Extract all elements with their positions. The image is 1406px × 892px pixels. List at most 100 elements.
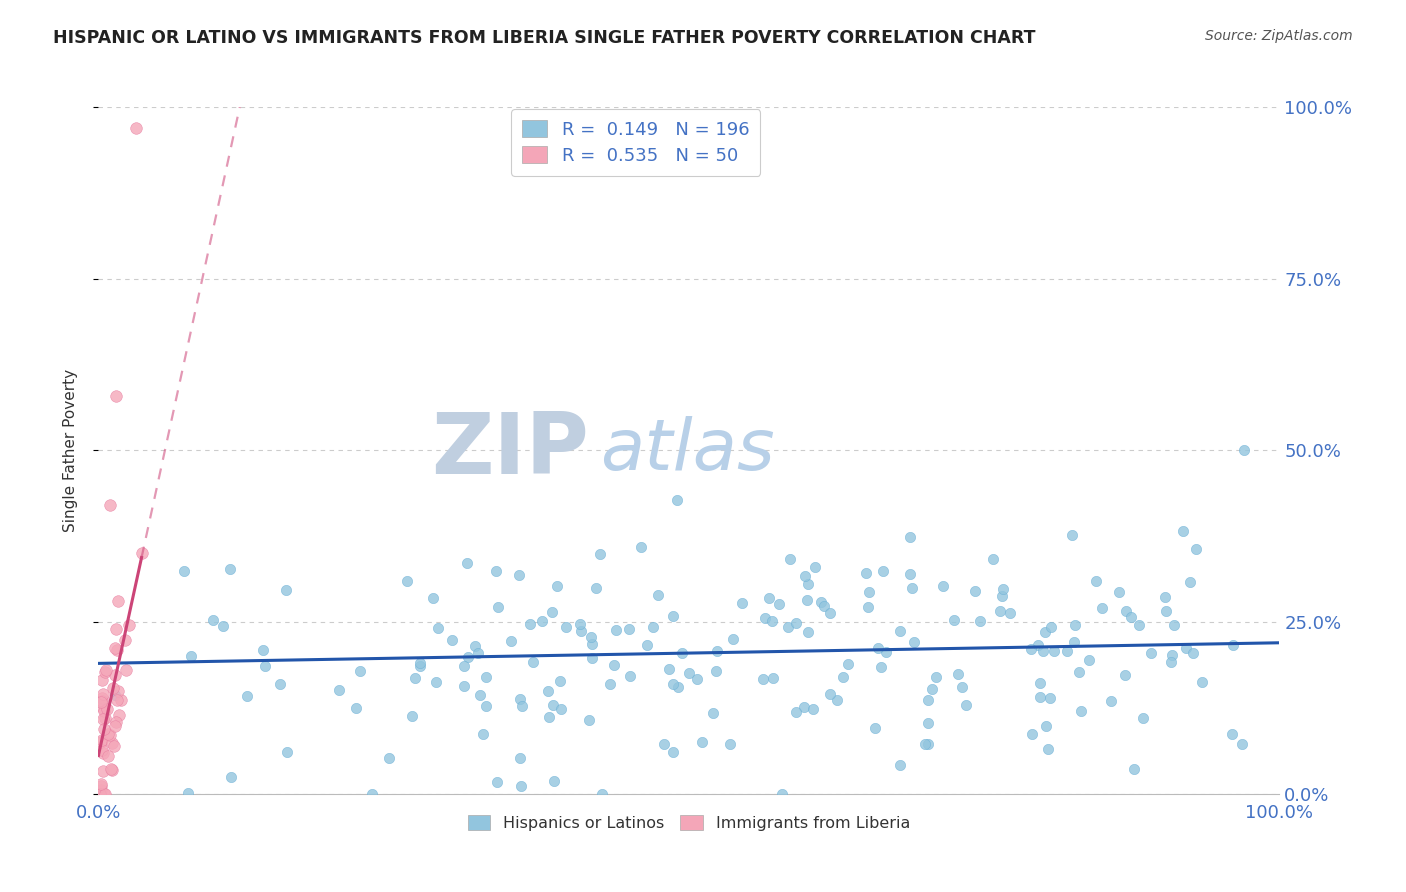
Point bbox=[104, 667, 127, 681]
Point bbox=[104, 714, 127, 729]
Point bbox=[981, 551, 1004, 566]
Point bbox=[865, 721, 887, 735]
Point bbox=[103, 688, 125, 702]
Point bbox=[219, 770, 242, 784]
Point bbox=[105, 693, 128, 707]
Point bbox=[360, 787, 382, 801]
Point bbox=[93, 722, 115, 736]
Point bbox=[519, 617, 541, 632]
Point bbox=[105, 622, 128, 636]
Point bbox=[578, 713, 600, 727]
Point bbox=[103, 739, 125, 753]
Point bbox=[1156, 604, 1178, 618]
Point bbox=[1078, 653, 1101, 667]
Point bbox=[1163, 618, 1185, 632]
Point bbox=[378, 750, 401, 764]
Point bbox=[104, 640, 127, 655]
Point bbox=[1115, 604, 1137, 618]
Point bbox=[1132, 711, 1154, 725]
Point bbox=[91, 673, 114, 688]
Point bbox=[903, 635, 925, 649]
Point bbox=[404, 671, 426, 685]
Point bbox=[1091, 600, 1114, 615]
Point bbox=[91, 700, 114, 714]
Y-axis label: Single Father Poverty: Single Father Poverty bbox=[63, 369, 77, 532]
Point bbox=[1121, 610, 1143, 624]
Text: ZIP: ZIP bbox=[430, 409, 589, 492]
Point bbox=[1114, 668, 1136, 682]
Point bbox=[94, 665, 117, 679]
Point bbox=[427, 622, 450, 636]
Point bbox=[94, 663, 117, 677]
Point bbox=[97, 748, 120, 763]
Point bbox=[793, 699, 815, 714]
Point bbox=[1056, 644, 1078, 658]
Point bbox=[591, 787, 613, 801]
Point bbox=[785, 706, 807, 720]
Text: Source: ZipAtlas.com: Source: ZipAtlas.com bbox=[1205, 29, 1353, 43]
Point bbox=[509, 692, 531, 706]
Point bbox=[1063, 635, 1085, 649]
Point bbox=[425, 675, 447, 690]
Point bbox=[457, 649, 479, 664]
Point bbox=[1032, 643, 1054, 657]
Point bbox=[408, 658, 430, 673]
Point bbox=[991, 582, 1014, 597]
Point bbox=[93, 787, 115, 801]
Point bbox=[661, 676, 683, 690]
Point bbox=[668, 680, 690, 694]
Point bbox=[1067, 665, 1090, 679]
Point bbox=[530, 614, 553, 628]
Point bbox=[105, 388, 128, 402]
Point bbox=[752, 672, 775, 686]
Point bbox=[721, 632, 744, 646]
Point bbox=[661, 609, 683, 624]
Point bbox=[813, 599, 835, 613]
Point bbox=[955, 698, 977, 713]
Point bbox=[218, 562, 240, 576]
Point bbox=[485, 774, 508, 789]
Point bbox=[499, 634, 522, 648]
Point bbox=[1123, 762, 1146, 776]
Point bbox=[97, 727, 120, 741]
Point bbox=[453, 679, 475, 693]
Point bbox=[969, 614, 991, 628]
Point bbox=[630, 540, 652, 554]
Point bbox=[475, 670, 498, 684]
Point bbox=[818, 606, 841, 620]
Point bbox=[522, 655, 544, 669]
Point bbox=[690, 734, 713, 748]
Point bbox=[605, 624, 627, 638]
Point bbox=[855, 566, 877, 580]
Point bbox=[671, 646, 693, 660]
Point bbox=[125, 120, 148, 135]
Point bbox=[118, 618, 141, 632]
Point bbox=[706, 664, 728, 678]
Point bbox=[866, 641, 889, 656]
Point bbox=[991, 590, 1014, 604]
Point bbox=[91, 742, 114, 756]
Point bbox=[1040, 620, 1063, 634]
Point bbox=[666, 492, 689, 507]
Point bbox=[105, 642, 128, 657]
Point bbox=[422, 591, 444, 605]
Point bbox=[706, 643, 728, 657]
Point bbox=[1174, 641, 1197, 656]
Point bbox=[652, 737, 675, 751]
Point bbox=[1019, 642, 1042, 657]
Point bbox=[579, 630, 602, 644]
Point bbox=[932, 579, 955, 593]
Point bbox=[1085, 574, 1108, 588]
Point bbox=[100, 763, 122, 777]
Point bbox=[731, 596, 754, 610]
Point bbox=[90, 735, 112, 749]
Point bbox=[647, 588, 669, 602]
Point bbox=[963, 583, 986, 598]
Point bbox=[108, 708, 131, 723]
Point bbox=[440, 633, 463, 648]
Point bbox=[554, 620, 576, 634]
Point bbox=[93, 712, 115, 726]
Point bbox=[768, 597, 790, 611]
Point bbox=[602, 657, 624, 672]
Point bbox=[93, 687, 115, 701]
